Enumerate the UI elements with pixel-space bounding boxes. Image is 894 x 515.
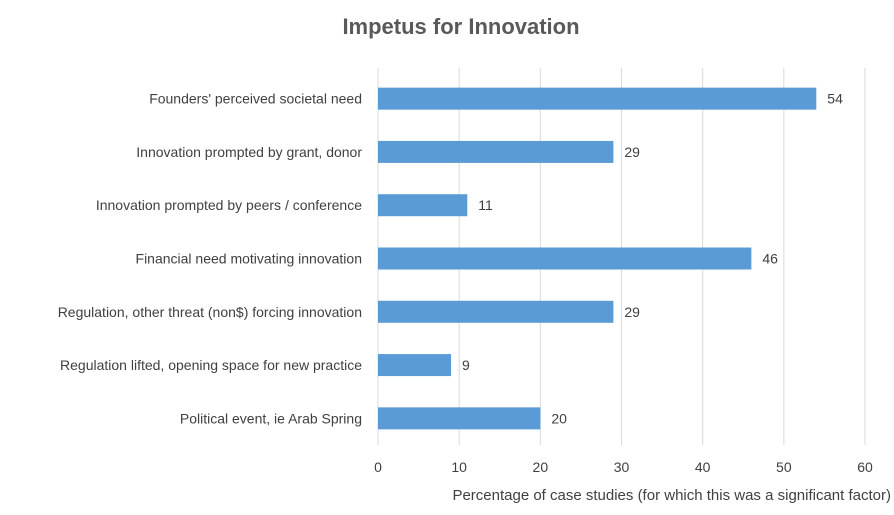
category-label: Regulation lifted, opening space for new…	[60, 357, 362, 373]
x-tick-label: 0	[374, 459, 382, 475]
bar	[378, 194, 468, 217]
category-label: Founders' perceived societal need	[149, 91, 362, 107]
bar	[378, 407, 541, 430]
bar	[378, 87, 817, 110]
data-label: 46	[762, 251, 778, 267]
x-axis-title: Percentage of case studies (for which th…	[452, 487, 891, 504]
category-label: Regulation, other threat (non$) forcing …	[58, 304, 362, 320]
x-tick-label: 20	[533, 459, 549, 475]
bar	[378, 247, 752, 270]
chart-title: Impetus for Innovation	[342, 14, 579, 39]
data-label: 29	[624, 144, 640, 160]
data-label: 20	[551, 410, 567, 426]
bar	[378, 300, 614, 323]
category-label: Financial need motivating innovation	[136, 251, 362, 267]
x-tick-label: 40	[695, 459, 711, 475]
data-label: 54	[827, 91, 843, 107]
labels: 0 10 20 30 40 50 60 Founders' perceived societa…	[58, 91, 873, 475]
x-tick-label: 10	[451, 459, 467, 475]
x-tick-label: 60	[857, 459, 873, 475]
bars	[378, 87, 817, 430]
data-label: 11	[478, 197, 493, 213]
bar	[378, 354, 452, 377]
category-label: Political event, ie Arab Spring	[180, 410, 362, 426]
x-tick-label: 30	[614, 459, 630, 475]
bar	[378, 140, 614, 163]
data-label: 9	[462, 357, 470, 373]
x-tick-label: 50	[776, 459, 792, 475]
category-label: Innovation prompted by grant, donor	[136, 144, 362, 160]
data-label: 29	[624, 304, 640, 320]
category-label: Innovation prompted by peers / conferenc…	[96, 197, 362, 213]
